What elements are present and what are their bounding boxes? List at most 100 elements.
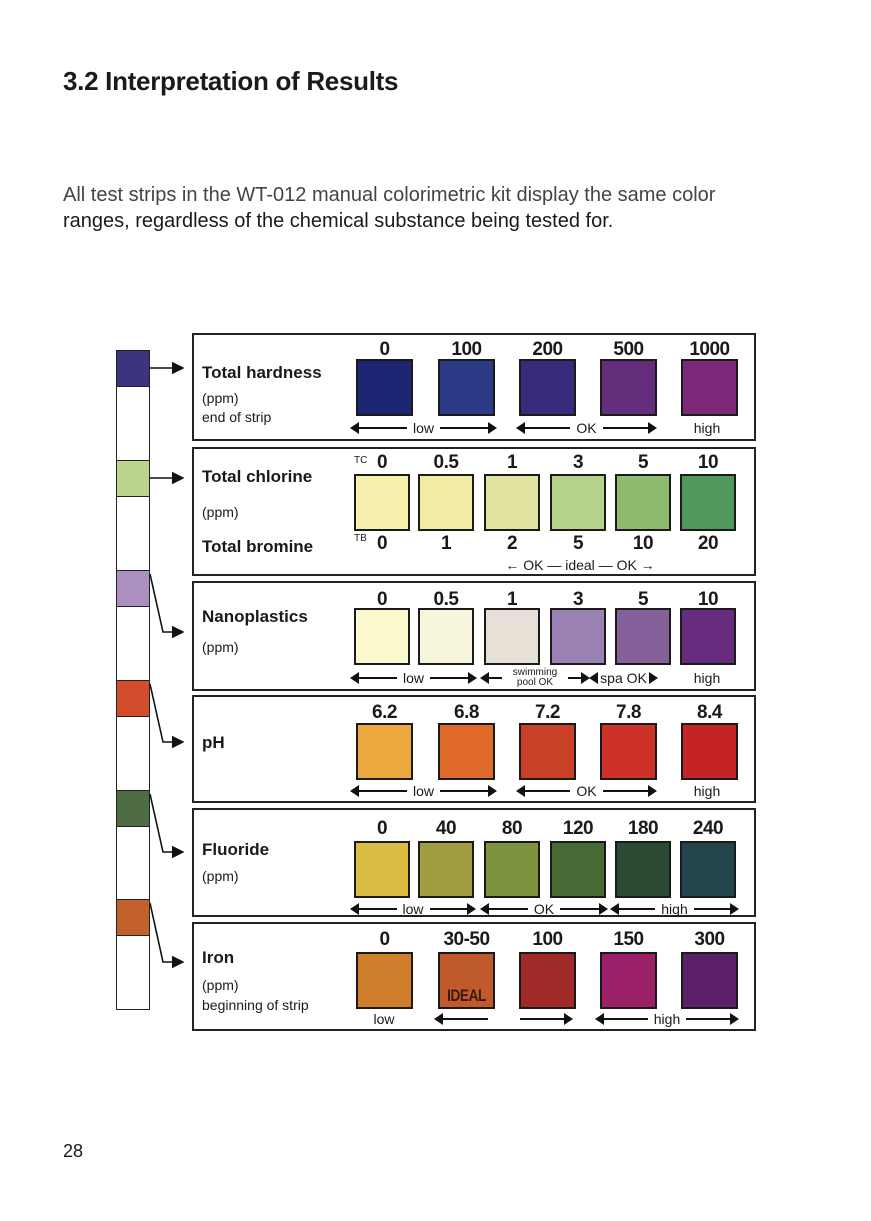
swatch-value: 10 — [697, 589, 719, 610]
range-indicator: high — [688, 670, 726, 686]
arrow-left-icon — [480, 903, 528, 915]
panel-title: pH — [202, 733, 225, 752]
arrow-right-icon — [602, 785, 658, 797]
panel-unit: (ppm) — [202, 390, 239, 406]
swatch-value-secondary: 20 — [697, 533, 719, 554]
range-label: low — [373, 1011, 395, 1027]
range-label: OK — [576, 783, 597, 799]
color-swatch — [615, 841, 671, 898]
color-swatch — [418, 841, 474, 898]
strip-pad — [117, 679, 149, 717]
color-swatch — [550, 841, 606, 898]
arrow-left-icon — [434, 1013, 488, 1025]
range-indicator: OK — [480, 901, 608, 917]
swatch-value: 80 — [501, 818, 523, 839]
swatch-value: 0 — [379, 339, 390, 360]
color-swatch — [354, 474, 410, 531]
swatch-value: 1000 — [689, 339, 730, 360]
range-indicator: low — [350, 670, 478, 686]
color-swatch — [600, 723, 657, 780]
range-indicator: swimming pool OK — [480, 667, 590, 688]
connector-arrow — [149, 902, 185, 969]
test-strip-diagram — [116, 350, 150, 1010]
color-swatch — [681, 359, 738, 416]
color-swatch — [600, 952, 657, 1009]
range-indicator: high — [595, 1011, 739, 1027]
panel-title: Iron — [202, 948, 235, 967]
range-label: low — [403, 670, 425, 686]
range-label: high — [693, 783, 721, 799]
swatch-value: 10 — [697, 452, 719, 473]
swatch-value: 240 — [692, 818, 724, 839]
color-swatch — [600, 359, 657, 416]
color-swatch — [680, 841, 736, 898]
color-swatch — [681, 952, 738, 1009]
connector-arrow — [149, 793, 185, 859]
arrow-left-icon — [350, 785, 407, 797]
color-swatch — [484, 474, 540, 531]
arrow-right-icon — [568, 672, 590, 684]
color-swatch — [519, 723, 576, 780]
swatch-value-secondary: 1 — [440, 533, 452, 554]
color-swatch — [680, 608, 736, 665]
intro-line-2: ranges, regardless of the chemical subst… — [63, 210, 614, 232]
strip-pad — [117, 569, 149, 607]
color-swatch — [418, 608, 474, 665]
swatch-value: 180 — [627, 818, 659, 839]
swatch-value: 0 — [376, 818, 388, 839]
color-swatch — [484, 608, 540, 665]
range-indicator — [434, 1011, 488, 1027]
swatch-value: 120 — [562, 818, 594, 839]
panel-note: beginning of strip — [202, 997, 309, 1013]
panel-total-chlorine: Total chlorine (ppm) Total bromine 0 0 0.5 1 1 2… — [192, 447, 756, 576]
arrow-left-icon — [515, 785, 571, 797]
panel-title: Nanoplastics — [202, 607, 308, 626]
color-swatch — [615, 474, 671, 531]
strip-pad — [117, 898, 149, 936]
swatch-value: 100 — [451, 339, 482, 360]
swatch-value: 0 — [376, 589, 388, 610]
color-swatch — [484, 841, 540, 898]
arrow-right-icon — [440, 422, 498, 434]
arrow-right-icon — [602, 422, 658, 434]
range-label: high — [693, 420, 721, 436]
tc-label: TC — [354, 455, 368, 466]
ideal-badge: IDEAL — [447, 986, 486, 1005]
panel-title: Total hardness — [202, 363, 322, 382]
range-indicator: OK — [515, 783, 658, 799]
range-indicator: high — [688, 420, 726, 436]
arrow-right-icon — [648, 672, 659, 684]
range-indicator: low — [350, 901, 476, 917]
tb-label: TB — [354, 533, 367, 544]
panel-fluoride: Fluoride (ppm) 0 40 80 120 180 240 low OK high — [192, 808, 756, 917]
color-swatch: IDEAL — [438, 952, 495, 1009]
color-swatch — [681, 723, 738, 780]
panel-title-secondary: Total bromine — [202, 537, 314, 556]
swatch-value: 3 — [572, 452, 584, 473]
range-label: ← OK — ideal — OK → — [505, 557, 655, 573]
swatch-value: 3 — [572, 589, 584, 610]
arrow-left-icon — [588, 672, 599, 684]
swatch-value: 5 — [637, 452, 649, 473]
panel-title: Total chlorine — [202, 467, 313, 486]
swatch-value: 150 — [613, 929, 644, 950]
color-swatch — [418, 474, 474, 531]
swatch-value: 7.2 — [535, 702, 560, 723]
range-label: low — [402, 901, 424, 917]
color-swatch — [680, 474, 736, 531]
range-indicator: low — [366, 1011, 402, 1027]
range-label: high — [661, 901, 688, 917]
arrow-right-icon — [686, 1013, 739, 1025]
swatch-value: 0.5 — [433, 452, 459, 473]
color-swatch — [356, 359, 413, 416]
page-number: 28 — [63, 1141, 84, 1161]
range-label: swimming pool OK — [512, 667, 558, 688]
arrow-left-icon — [515, 422, 571, 434]
arrow-left-icon — [350, 903, 397, 915]
color-swatch — [550, 608, 606, 665]
panel-iron: Iron (ppm) beginning of strip 0 IDEAL 30-50 10… — [192, 922, 756, 1031]
range-label: low — [413, 783, 435, 799]
color-swatch — [356, 723, 413, 780]
swatch-value: 40 — [435, 818, 457, 839]
